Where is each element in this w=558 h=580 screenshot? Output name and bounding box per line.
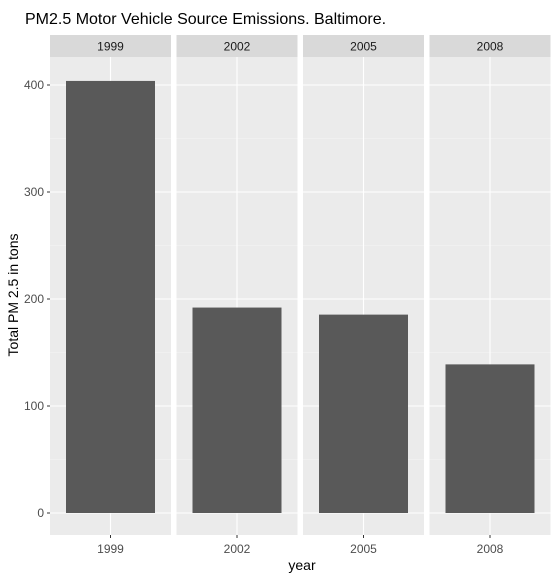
x-tick-label: 2002 [224, 542, 251, 556]
y-axis: 0 100 200 300 400 [24, 78, 50, 520]
x-axis-title: year [288, 557, 316, 573]
bar [319, 314, 408, 513]
bar [192, 307, 282, 513]
facet-strip [303, 35, 424, 57]
y-axis-title: Total PM 2.5 in tons [5, 234, 21, 357]
x-tick-label: 2005 [350, 542, 377, 556]
chart-title: PM2.5 Motor Vehicle Source Emissions. Ba… [25, 11, 386, 28]
facet-strip [176, 35, 298, 57]
x-tick-label: 2008 [477, 542, 504, 556]
facet-strip-label: 2002 [224, 40, 251, 54]
facet-strip [429, 35, 551, 57]
facet-strip-label: 2005 [350, 40, 377, 54]
y-tick-label: 200 [24, 292, 44, 306]
bar [66, 80, 155, 514]
x-tick-label: 1999 [97, 542, 124, 556]
facet-panel: 2008 2008 [429, 35, 551, 556]
facet-strip-label: 1999 [97, 40, 124, 54]
y-tick-label: 100 [24, 399, 44, 413]
facet-panel: 2005 2005 [303, 35, 424, 556]
y-tick-label: 400 [24, 78, 44, 92]
facet-strip-label: 2008 [477, 40, 504, 54]
facet-panel: 1999 1999 [50, 35, 171, 556]
facet-panel: 2002 2002 [176, 35, 298, 556]
y-tick-label: 0 [37, 506, 44, 520]
facet-panels: 1999 1999 2002 2002 2005 2005 2008 2008 [50, 35, 551, 556]
y-tick-label: 300 [24, 185, 44, 199]
facet-strip [50, 35, 171, 57]
bar [445, 364, 535, 513]
